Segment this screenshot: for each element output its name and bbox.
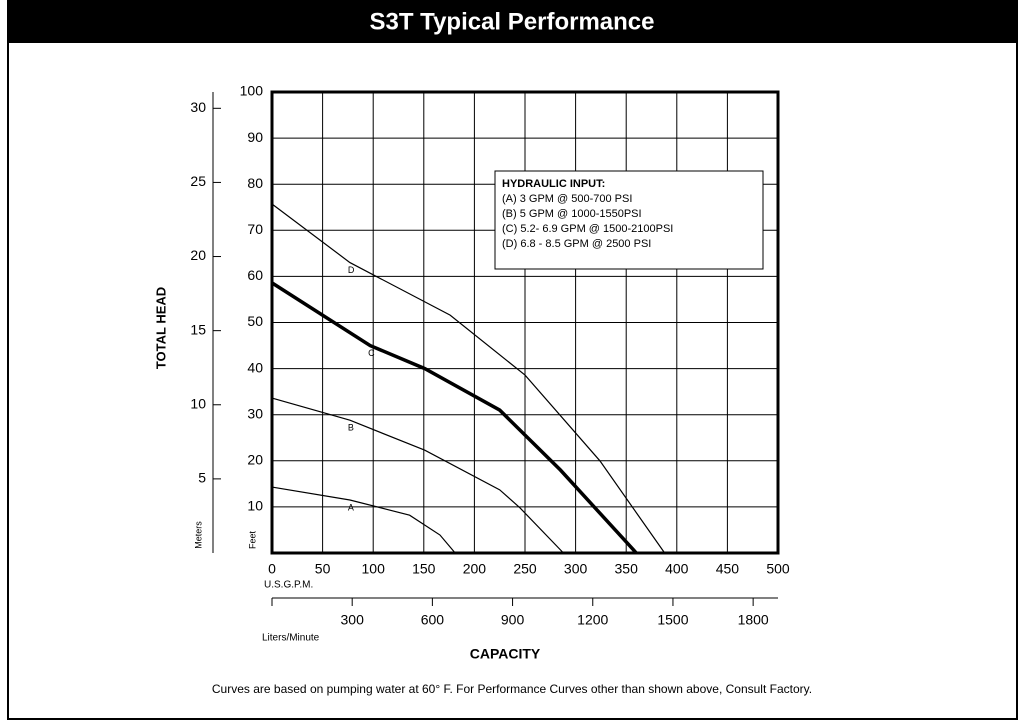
y2-tick-label: 5 — [198, 470, 206, 486]
legend-line: (A) 3 GPM @ 500-700 PSI — [502, 193, 632, 205]
x-tick-label: 100 — [362, 561, 386, 577]
x-tick-label: 0 — [268, 561, 276, 577]
x-axis-label: CAPACITY — [470, 646, 541, 662]
curve-label: D — [348, 265, 355, 275]
y-tick-label: 80 — [247, 175, 263, 191]
x-tick-label: 200 — [463, 561, 487, 577]
y2-unit: Meters — [193, 521, 203, 549]
x2-tick-label: 300 — [341, 612, 365, 628]
x-tick-label: 150 — [412, 561, 436, 577]
y-axis-label: TOTAL HEAD — [153, 287, 168, 369]
y-tick-label: 90 — [247, 129, 263, 145]
legend-box — [494, 170, 764, 270]
legend-line: (C) 5.2- 6.9 GPM @ 1500-2100PSI — [502, 223, 673, 235]
y2-tick-label: 20 — [190, 247, 206, 263]
curve — [271, 486, 456, 554]
x-tick-label: 250 — [513, 561, 537, 577]
x-unit: U.S.G.P.M. — [264, 580, 313, 591]
plot-frame — [270, 90, 780, 555]
y-tick-label: 10 — [247, 498, 263, 514]
y-tick-label: 30 — [247, 405, 263, 421]
note: Curves are based on pumping water at 60°… — [212, 682, 812, 696]
y2-tick-label: 15 — [190, 321, 206, 337]
x-tick-label: 350 — [615, 561, 639, 577]
y-tick-label: 20 — [247, 452, 263, 468]
y2-tick-label: 30 — [190, 99, 206, 115]
curve — [271, 397, 564, 554]
x2-tick-label: 1800 — [738, 612, 769, 628]
y2-tick-label: 10 — [190, 395, 206, 411]
y-tick-label: 100 — [240, 83, 264, 99]
x-tick-label: 400 — [665, 561, 689, 577]
x2-unit: Liters/Minute — [262, 633, 320, 644]
x-tick-label: 500 — [766, 561, 790, 577]
y-unit: Feet — [247, 530, 257, 549]
header-band — [8, 1, 1017, 43]
curve-label: C — [368, 348, 375, 358]
y2-tick-label: 25 — [190, 173, 206, 189]
x-tick-label: 450 — [716, 561, 740, 577]
y-tick-label: 60 — [247, 267, 263, 283]
x-tick-label: 50 — [315, 561, 331, 577]
legend-line: (D) 6.8 - 8.5 GPM @ 2500 PSI — [502, 238, 651, 250]
x2-tick-label: 1500 — [657, 612, 688, 628]
curve — [271, 281, 638, 555]
y-tick-label: 50 — [247, 313, 263, 329]
x2-tick-label: 600 — [421, 612, 445, 628]
y-tick-label: 70 — [247, 221, 263, 237]
y-tick-label: 40 — [247, 359, 263, 375]
x2-tick-label: 900 — [501, 612, 525, 628]
curve-label: B — [348, 423, 354, 433]
legend-line: (B) 5 GPM @ 1000-1550PSI — [502, 208, 642, 220]
x2-tick-label: 1200 — [577, 612, 608, 628]
x-tick-label: 300 — [564, 561, 588, 577]
chart-title: S3T Typical Performance — [370, 8, 655, 35]
legend-title: HYDRAULIC INPUT: — [502, 178, 605, 190]
curve-label: A — [348, 502, 354, 512]
curve — [271, 203, 666, 554]
